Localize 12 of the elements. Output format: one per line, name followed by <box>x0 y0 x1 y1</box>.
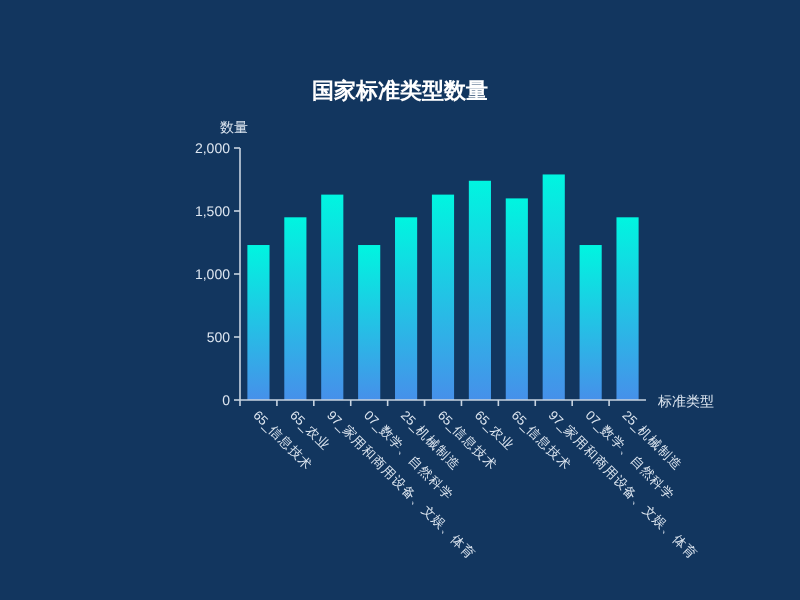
bar <box>395 217 418 400</box>
bar <box>247 245 270 400</box>
bar <box>358 245 381 400</box>
bar <box>321 194 344 400</box>
bar <box>284 217 307 400</box>
bar <box>542 174 565 400</box>
bar <box>431 194 455 400</box>
bar <box>579 245 602 400</box>
chart-title: 国家标准类型数量 <box>312 78 488 104</box>
bar <box>505 198 528 400</box>
bar <box>468 180 491 400</box>
bar <box>616 217 639 400</box>
